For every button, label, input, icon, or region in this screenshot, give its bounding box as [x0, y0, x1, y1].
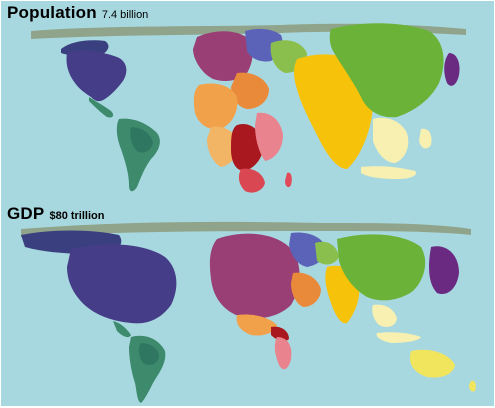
new-zealand-region: [469, 380, 476, 392]
gdp-title-row: GDP $80 trillion: [7, 204, 104, 224]
southern-africa-region: [274, 337, 292, 370]
southeast-asia-region: [372, 304, 397, 327]
philippines-region: [419, 128, 432, 149]
middle-east-region: [231, 72, 269, 109]
madagascar-region: [285, 172, 292, 188]
population-cartogram-panel: Population 7.4 billion: [1, 1, 494, 203]
population-cartogram-map: [31, 23, 466, 193]
north-america-region: [66, 50, 127, 102]
southeast-asia-region: [373, 117, 409, 163]
australia-region: [409, 349, 455, 378]
east-asia-region: [329, 23, 444, 118]
population-title-row: Population 7.4 billion: [7, 3, 148, 23]
gdp-cartogram-panel: GDP $80 trillion: [1, 203, 494, 406]
indonesia-region: [361, 166, 417, 179]
europe-region: [193, 31, 253, 81]
population-total: 7.4 billion: [101, 9, 149, 21]
north-africa-region: [236, 314, 277, 336]
central-asia-region: [315, 241, 339, 265]
central-africa-region: [231, 123, 264, 171]
russia-region: [289, 232, 326, 267]
brazil-region: [130, 127, 153, 153]
north-africa-region: [193, 83, 238, 130]
east-asia-region: [337, 234, 426, 301]
central-africa-region: [271, 326, 289, 342]
middle-east-region: [291, 272, 321, 307]
gdp-cartogram-map: [21, 221, 476, 403]
west-africa-region: [207, 126, 239, 167]
japan-region: [429, 246, 459, 295]
brazil-region: [138, 343, 159, 365]
east-africa-region: [255, 112, 283, 161]
arctic-strip: [21, 221, 471, 237]
gdp-title: GDP: [7, 204, 45, 223]
central-america-region: [89, 97, 114, 118]
indonesia-region: [376, 332, 421, 343]
southern-africa-region: [238, 168, 265, 193]
gdp-total: $80 trillion: [49, 210, 105, 222]
central-america-region: [113, 321, 131, 338]
usa-region: [67, 244, 177, 324]
europe-region: [209, 233, 300, 319]
population-title: Population: [7, 3, 97, 22]
japan-region: [444, 53, 460, 86]
